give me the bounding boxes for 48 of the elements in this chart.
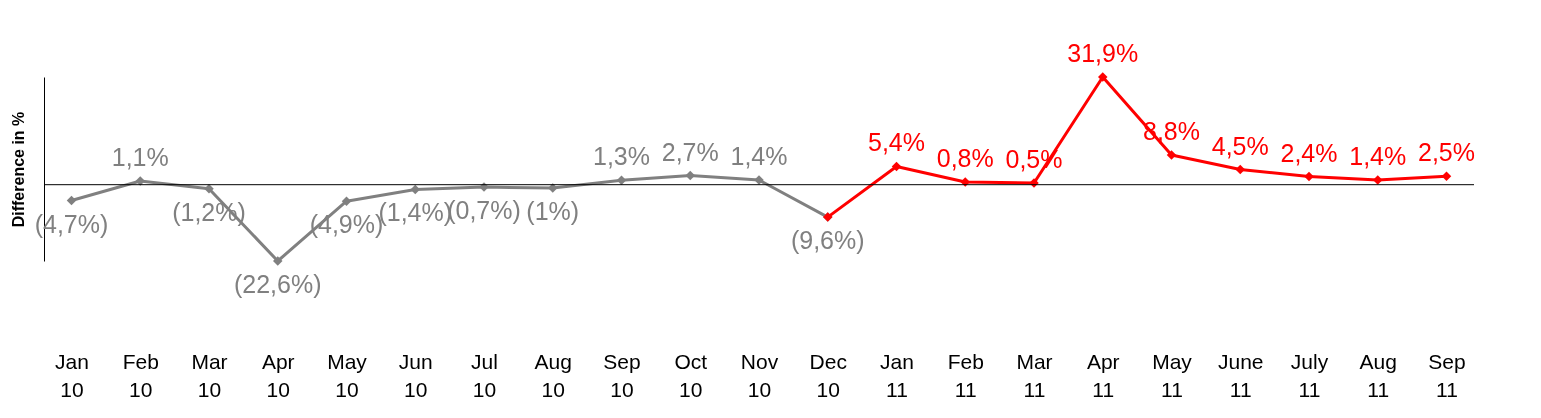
x-tick-label: Feb 11 xyxy=(947,349,984,401)
point xyxy=(548,183,558,193)
x-tick-label: Mar 11 xyxy=(1016,349,1053,401)
point xyxy=(1373,175,1383,185)
point xyxy=(410,184,420,195)
x-tick-label: Nov 10 xyxy=(740,349,779,401)
x-tick-label: Mar 10 xyxy=(191,349,228,401)
data-label: (22,6%) xyxy=(233,270,322,298)
data-label: 1,4% xyxy=(1349,141,1407,170)
point xyxy=(341,196,352,206)
data-label: 5,4% xyxy=(868,128,925,157)
x-tick-label: Jan 11 xyxy=(880,349,914,401)
x-tick-label: Dec 10 xyxy=(809,349,847,401)
point xyxy=(1304,171,1314,182)
point xyxy=(960,177,970,187)
x-tick-label: July 11 xyxy=(1290,349,1329,401)
point xyxy=(685,170,695,181)
x-tick-label: Jan 10 xyxy=(55,349,89,401)
data-label: 4,5% xyxy=(1211,131,1269,160)
point xyxy=(1166,150,1177,160)
data-label: (1%) xyxy=(526,197,580,226)
x-tick-label: Feb 10 xyxy=(122,349,159,401)
data-label: 1,3% xyxy=(593,142,650,171)
x-tick-label: Jul 10 xyxy=(471,349,498,401)
x-tick-label: Sep 11 xyxy=(1428,349,1466,401)
x-tick-label: May 10 xyxy=(327,349,368,401)
x-tick-label: Sep 10 xyxy=(603,349,641,401)
x-tick-label: Apr 11 xyxy=(1086,349,1120,401)
x-tick-label: Oct 10 xyxy=(674,349,708,401)
point xyxy=(891,161,902,172)
x-tick-label: May 11 xyxy=(1152,349,1193,401)
x-tick-label: Jun 10 xyxy=(398,349,433,401)
data-label: 0,8% xyxy=(936,144,994,172)
point xyxy=(66,195,77,206)
y-axis-title: Difference in % xyxy=(9,111,27,228)
data-label: 2,7% xyxy=(661,137,719,166)
x-tick-label: Apr 10 xyxy=(261,349,295,401)
data-label: 1,1% xyxy=(111,142,169,171)
data-label: 31,9% xyxy=(1067,39,1139,67)
data-label: (0,7%) xyxy=(447,196,521,225)
x-tick-label: Aug 10 xyxy=(534,349,572,401)
data-label: (9,6%) xyxy=(790,226,865,255)
data-label: 2,4% xyxy=(1280,138,1338,167)
x-tick-label: June 11 xyxy=(1217,349,1264,401)
data-label: 2,5% xyxy=(1418,138,1475,167)
data-label: 1,4% xyxy=(730,141,788,170)
point xyxy=(1235,164,1245,175)
x-tick-label: Aug 11 xyxy=(1359,349,1397,401)
